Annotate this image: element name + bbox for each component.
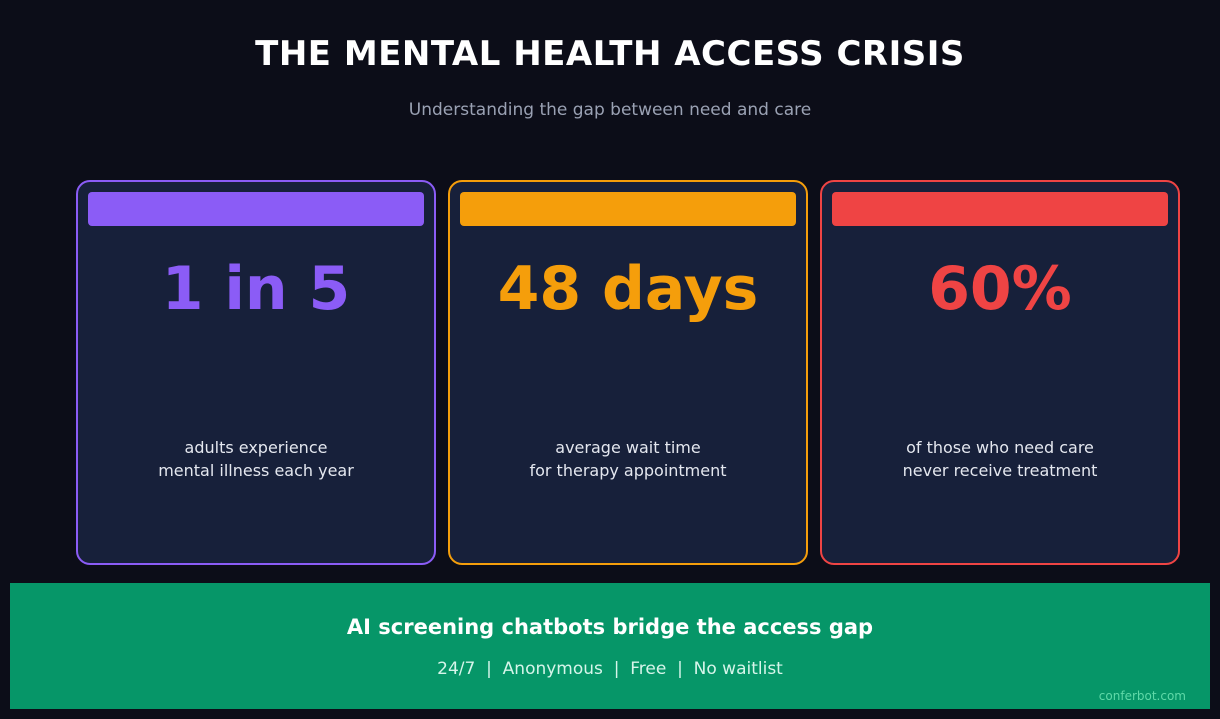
- watermark: conferbot.com: [1098, 689, 1186, 703]
- solution-banner: AI screening chatbots bridge the access …: [10, 583, 1210, 709]
- stat-description-line: of those who need care: [906, 438, 1094, 457]
- stat-value: 1 in 5: [161, 254, 351, 324]
- stat-value: 60%: [928, 254, 1072, 324]
- stat-card-untreated: 60% of those who need care never receive…: [820, 180, 1180, 565]
- banner-headline: AI screening chatbots bridge the access …: [346, 615, 874, 639]
- stat-description: average wait time for therapy appointmen…: [450, 436, 806, 482]
- stat-value: 48 days: [497, 254, 759, 324]
- stat-description-line: never receive treatment: [902, 461, 1098, 480]
- stat-description-line: mental illness each year: [158, 461, 354, 480]
- stat-description-line: for therapy appointment: [529, 461, 727, 480]
- card-accent-bar: [460, 192, 796, 226]
- stat-card-prevalence: 1 in 5 adults experience mental illness …: [76, 180, 436, 565]
- stat-description: of those who need care never receive tre…: [822, 436, 1178, 482]
- stat-card-wait-time: 48 days average wait time for therapy ap…: [448, 180, 808, 565]
- stat-description-line: average wait time: [555, 438, 701, 457]
- stat-description-line: adults experience: [184, 438, 328, 457]
- page-title: THE MENTAL HEALTH ACCESS CRISIS: [255, 34, 965, 74]
- card-accent-bar: [832, 192, 1168, 226]
- stat-description: adults experience mental illness each ye…: [78, 436, 434, 482]
- page-subtitle: Understanding the gap between need and c…: [408, 100, 812, 120]
- banner-tagline: 24/7 | Anonymous | Free | No waitlist: [437, 659, 783, 679]
- card-accent-bar: [88, 192, 424, 226]
